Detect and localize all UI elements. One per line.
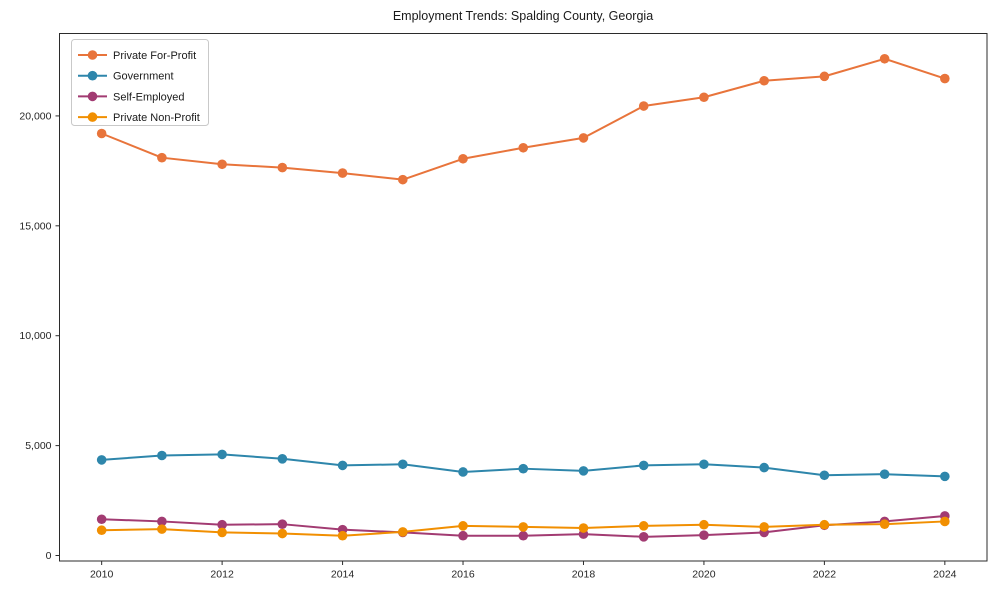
legend-label: Government [113,71,174,83]
data-point [157,450,167,461]
data-point [217,449,227,460]
data-point [96,514,107,525]
data-point [277,519,288,529]
x-tick-label: 2016 [451,569,475,581]
x-tick-label: 2018 [572,569,596,581]
data-point [638,460,649,471]
data-point [96,525,107,536]
x-tick-label: 2014 [331,569,355,581]
data-point [217,519,227,530]
y-tick-label: 0 [46,550,52,562]
y-tick-label: 15,000 [19,220,51,232]
data-point [699,530,709,540]
data-point [157,152,167,163]
data-point [277,528,288,539]
data-point [879,469,890,479]
data-point [397,459,408,470]
x-tick-label: 2022 [813,569,837,581]
chart-title: Employment Trends: Spalding County, Geor… [392,9,654,23]
data-point [217,159,227,170]
data-point [518,530,529,541]
data-point [518,142,529,153]
legend-label: Private Non-Profit [113,112,200,124]
series-3 [96,516,950,541]
x-tick-label: 2020 [692,569,716,581]
data-point [337,168,348,178]
data-point [578,466,589,476]
series-line [101,57,946,181]
data-point [397,527,408,537]
x-axis: 2010 2012 2014 2016 2018 2020 2022 2024 [90,561,957,581]
data-point [940,471,950,482]
data-point [578,523,589,533]
data-point [458,530,468,541]
data-point [518,522,529,532]
data-point [759,75,769,86]
data-point [819,71,830,82]
data-point [337,460,348,471]
data-point [518,463,529,474]
plot-frame [59,33,988,562]
x-tick-label: 2012 [210,569,234,581]
data-point [217,527,227,538]
legend-marker [87,70,98,81]
data-point [96,455,107,465]
x-tick-label: 2024 [933,569,957,581]
data-point [638,101,649,111]
legend-marker [87,112,98,122]
y-axis: 0 5,000 10,000 15,000 20,000 [19,110,60,562]
data-point [157,524,167,534]
data-point [699,519,709,530]
y-tick-label: 20,000 [19,110,51,122]
data-point [940,516,950,527]
series-0 [96,53,950,185]
data-point [699,459,709,470]
y-tick-label: 5,000 [25,440,51,452]
data-point [638,532,649,542]
data-point [458,521,468,531]
data-point [638,521,649,531]
data-point [699,92,709,103]
y-tick-label: 10,000 [19,330,51,342]
data-point [458,467,468,477]
legend: Private For-Profit Government Self-Employe… [71,39,209,126]
data-point [337,530,348,541]
series-1 [96,449,950,482]
data-point [157,516,167,527]
data-point [397,174,408,185]
data-point [879,519,890,529]
data-point [819,470,830,481]
data-point [458,153,468,164]
legend-marker [87,50,98,60]
data-point [940,73,950,84]
legend-label: Private For-Profit [113,50,196,62]
data-point [96,128,107,139]
data-point [819,519,830,530]
legend-label: Self-Employed [113,91,185,103]
data-point [879,53,890,64]
x-tick-label: 2010 [90,569,114,581]
data-point [759,462,769,473]
legend-marker [87,91,98,102]
data-point [578,133,589,143]
data-point [277,162,288,173]
data-point [759,522,769,532]
data-point [277,453,288,464]
